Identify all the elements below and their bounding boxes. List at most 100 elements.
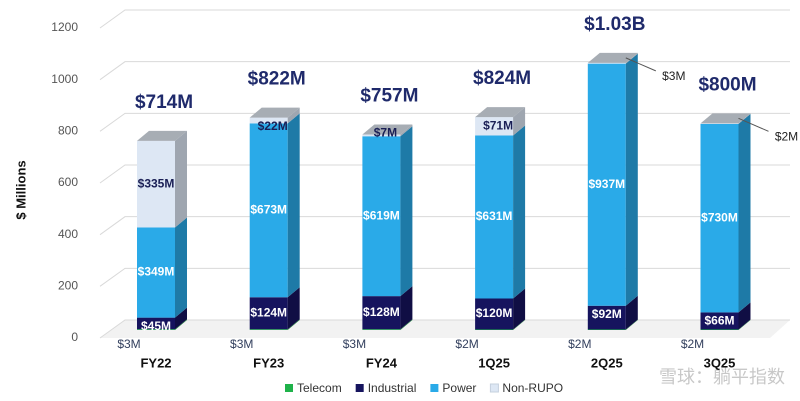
x-tick-label: 1Q25: [478, 355, 510, 370]
grid-line: [99, 319, 790, 339]
bar-segment: [249, 287, 300, 330]
value-label: $3M: [117, 337, 140, 351]
bar-top: [587, 52, 638, 63]
bar-side: [513, 107, 526, 136]
legend-swatch: [489, 383, 499, 393]
value-label: $71M: [483, 118, 513, 132]
bar-top: [249, 107, 300, 118]
bar-segment: [587, 52, 638, 64]
bar-segment: [249, 107, 300, 124]
bar-front: [700, 123, 739, 313]
bar-front: [137, 140, 175, 228]
value-label: $92M: [592, 307, 622, 321]
total-label: $1.03B: [584, 14, 645, 35]
bar-segment: [362, 124, 413, 137]
grid-line: [99, 267, 790, 287]
grid-line: [99, 9, 790, 29]
total-label: $714M: [135, 92, 193, 113]
floor: [100, 320, 790, 338]
bar-front: [362, 329, 401, 330]
bar-front: [137, 317, 175, 330]
bar-side: [175, 217, 187, 318]
bar-side: [175, 307, 187, 330]
bar-side: [287, 287, 300, 330]
bar-front: [362, 134, 401, 137]
bar-front: [249, 297, 288, 330]
bar-front: [587, 329, 626, 330]
y-tick-label: 600: [58, 175, 78, 189]
bar-front: [475, 117, 514, 136]
bar-top: [475, 107, 526, 118]
bar-segment: [362, 126, 413, 297]
bar-side: [738, 113, 751, 313]
bar-segment: [362, 286, 413, 330]
bar-segment: [587, 53, 638, 306]
value-label: $937M: [588, 177, 625, 191]
bar-front: [700, 312, 739, 330]
bar-front: [362, 136, 401, 297]
value-label: $3M: [230, 337, 253, 351]
value-label: $2M: [455, 337, 478, 351]
bar-side: [400, 319, 413, 330]
x-tick-label: FY22: [140, 355, 171, 370]
total-label: $757M: [360, 85, 418, 106]
value-label: $335M: [138, 176, 175, 190]
bar-segment: [137, 217, 187, 318]
bar-segment: [249, 319, 300, 330]
value-label: $124M: [250, 305, 287, 319]
legend-label: Non-RUPO: [502, 381, 563, 395]
bar-side: [175, 319, 187, 330]
bar-segment: [362, 319, 413, 330]
bar-segment: [587, 319, 638, 330]
bar-segment: [475, 288, 526, 330]
value-label: $45M: [141, 319, 171, 333]
bar-segment: [137, 319, 187, 330]
value-label: $673M: [250, 202, 287, 216]
y-tick-label: 0: [71, 330, 78, 344]
leader-line: [738, 117, 769, 132]
total-label: $824M: [473, 68, 531, 89]
bar-front: [362, 296, 401, 330]
bar-front: [587, 63, 626, 306]
value-label: $3M: [662, 69, 685, 83]
grid-line: [99, 216, 790, 236]
x-tick-label: FY23: [253, 355, 284, 370]
bar-segment: [700, 113, 751, 124]
total-label: $822M: [248, 69, 306, 90]
bar-side: [287, 107, 300, 124]
y-tick-label: 200: [58, 279, 78, 293]
bar-front: [137, 329, 175, 330]
bar-side: [625, 319, 638, 330]
x-tick-label: FY24: [366, 355, 398, 370]
value-label: $631M: [476, 209, 513, 223]
bar-segment: [137, 130, 187, 228]
bar-front: [587, 305, 626, 330]
y-tick-label: 400: [58, 227, 78, 241]
bar-top: [362, 124, 413, 135]
bar-side: [400, 124, 413, 137]
x-tick-label: 2Q25: [591, 355, 623, 370]
bar-side: [625, 53, 638, 306]
legend-label: Industrial: [368, 381, 417, 395]
value-label: $3M: [343, 337, 366, 351]
value-label: $128M: [363, 305, 400, 319]
value-label: $120M: [476, 306, 513, 320]
bar-front: [475, 298, 514, 330]
bar-segment: [700, 113, 751, 313]
value-label: $7M: [374, 126, 397, 140]
bar-side: [513, 288, 526, 330]
value-label: $730M: [701, 210, 738, 224]
bar-side: [175, 130, 187, 228]
bar-side: [738, 113, 751, 124]
y-tick-label: 800: [58, 124, 78, 138]
value-label: $2M: [775, 130, 798, 144]
bar-side: [513, 125, 526, 299]
bar-segment: [700, 302, 751, 330]
total-label: $800M: [698, 74, 756, 95]
bar-segment: [137, 307, 187, 330]
y-tick-label: 1200: [51, 20, 78, 34]
y-axis-label: $ Millions: [13, 160, 28, 219]
bar-front: [700, 329, 739, 330]
grid-line: [99, 112, 790, 132]
